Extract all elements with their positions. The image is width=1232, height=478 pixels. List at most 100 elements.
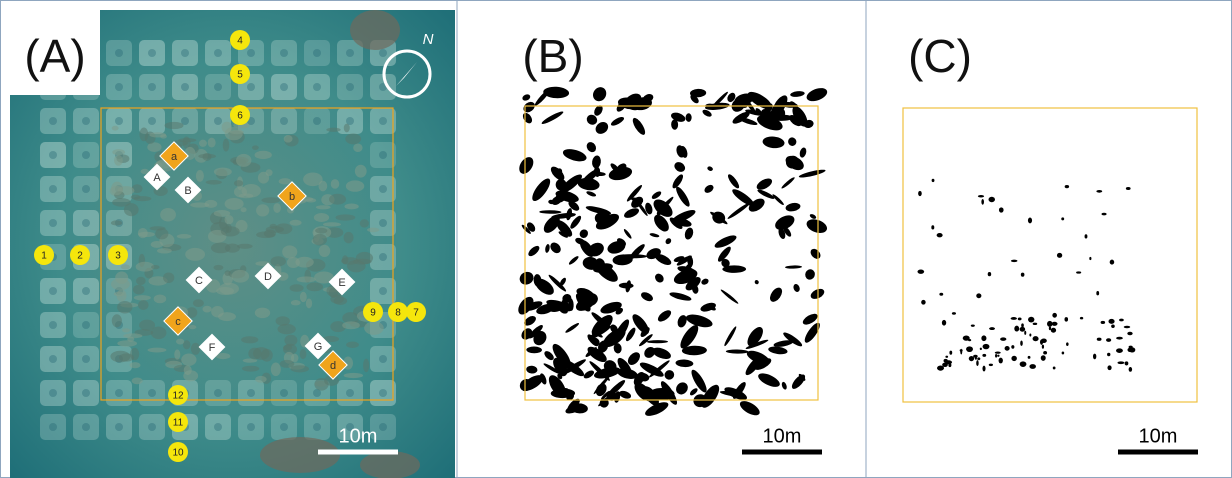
rock xyxy=(117,301,132,314)
dot xyxy=(1028,356,1031,359)
dot xyxy=(1011,317,1017,320)
block-hole xyxy=(214,117,222,125)
rock xyxy=(315,228,327,234)
point-label: 12 xyxy=(172,391,184,402)
block-hole xyxy=(181,83,189,91)
rock xyxy=(360,219,369,227)
rock xyxy=(353,143,362,152)
dot xyxy=(1129,346,1133,349)
block-hole xyxy=(82,117,90,125)
dot xyxy=(982,366,985,372)
rock xyxy=(231,270,249,283)
dot xyxy=(978,195,984,197)
rock xyxy=(119,353,134,361)
block-hole xyxy=(82,321,90,329)
dot xyxy=(945,356,948,358)
rock xyxy=(297,276,316,282)
rock xyxy=(112,314,122,327)
rock xyxy=(329,194,346,205)
block-hole xyxy=(115,423,123,431)
rock xyxy=(147,348,166,353)
block-hole xyxy=(49,185,57,193)
rock xyxy=(151,265,159,269)
rock xyxy=(225,198,244,210)
dot xyxy=(1005,346,1010,351)
panel-label: (C) xyxy=(908,30,972,82)
dot xyxy=(988,272,991,276)
dot xyxy=(1029,334,1031,337)
dot xyxy=(1116,348,1123,353)
block-hole xyxy=(49,321,57,329)
dot xyxy=(1033,323,1038,325)
dot xyxy=(1101,321,1106,324)
rock xyxy=(174,349,180,359)
rock xyxy=(241,336,258,343)
rock xyxy=(181,353,196,366)
block-hole xyxy=(148,389,156,397)
block-hole xyxy=(82,151,90,159)
rock xyxy=(225,243,240,252)
rock xyxy=(111,278,130,290)
block-hole xyxy=(379,355,387,363)
rock xyxy=(202,306,211,313)
rock xyxy=(306,198,317,202)
dot xyxy=(966,346,973,352)
block-hole xyxy=(82,355,90,363)
dot xyxy=(1108,319,1114,324)
rock xyxy=(191,343,200,355)
dot xyxy=(1117,361,1124,364)
dot xyxy=(999,207,1004,212)
rock xyxy=(316,205,331,209)
dot xyxy=(1033,336,1039,341)
rock xyxy=(256,204,269,216)
rock xyxy=(261,349,273,362)
site-label: a xyxy=(171,151,178,163)
rock xyxy=(214,265,224,270)
rock xyxy=(130,362,141,368)
block-hole xyxy=(379,219,387,227)
block-hole xyxy=(115,117,123,125)
dot xyxy=(917,269,924,273)
dot xyxy=(1021,273,1025,277)
block-hole xyxy=(214,389,222,397)
dot xyxy=(1000,337,1006,340)
dot xyxy=(1129,367,1132,372)
block-hole xyxy=(247,49,255,57)
rock xyxy=(284,135,293,143)
rock xyxy=(134,295,151,300)
rock xyxy=(112,149,125,155)
dot xyxy=(1127,332,1132,335)
dot xyxy=(1110,260,1114,265)
rock xyxy=(151,326,167,339)
rock xyxy=(283,345,292,351)
rock xyxy=(273,203,281,213)
block-hole xyxy=(49,287,57,295)
dot xyxy=(1097,338,1102,341)
rock xyxy=(226,224,232,233)
rock xyxy=(252,145,259,150)
rock xyxy=(271,256,286,266)
rock xyxy=(122,328,130,332)
point-label: 10 xyxy=(172,448,184,459)
panel-label: (B) xyxy=(522,30,583,82)
dot xyxy=(1089,257,1091,260)
point-label: 8 xyxy=(395,308,401,319)
block-hole xyxy=(313,423,321,431)
block-hole xyxy=(49,219,57,227)
rock xyxy=(290,284,304,291)
rock xyxy=(342,321,360,329)
point-label: 7 xyxy=(413,308,419,319)
block-hole xyxy=(115,49,123,57)
rock xyxy=(184,365,192,375)
rock xyxy=(196,170,204,182)
rock xyxy=(300,292,307,302)
rock xyxy=(218,312,236,321)
rock xyxy=(208,138,216,148)
rock xyxy=(112,126,119,131)
block-hole xyxy=(346,49,354,57)
dot xyxy=(989,327,995,330)
block-hole xyxy=(280,83,288,91)
rock xyxy=(138,228,148,238)
rock xyxy=(234,180,243,186)
dot xyxy=(1093,354,1096,360)
